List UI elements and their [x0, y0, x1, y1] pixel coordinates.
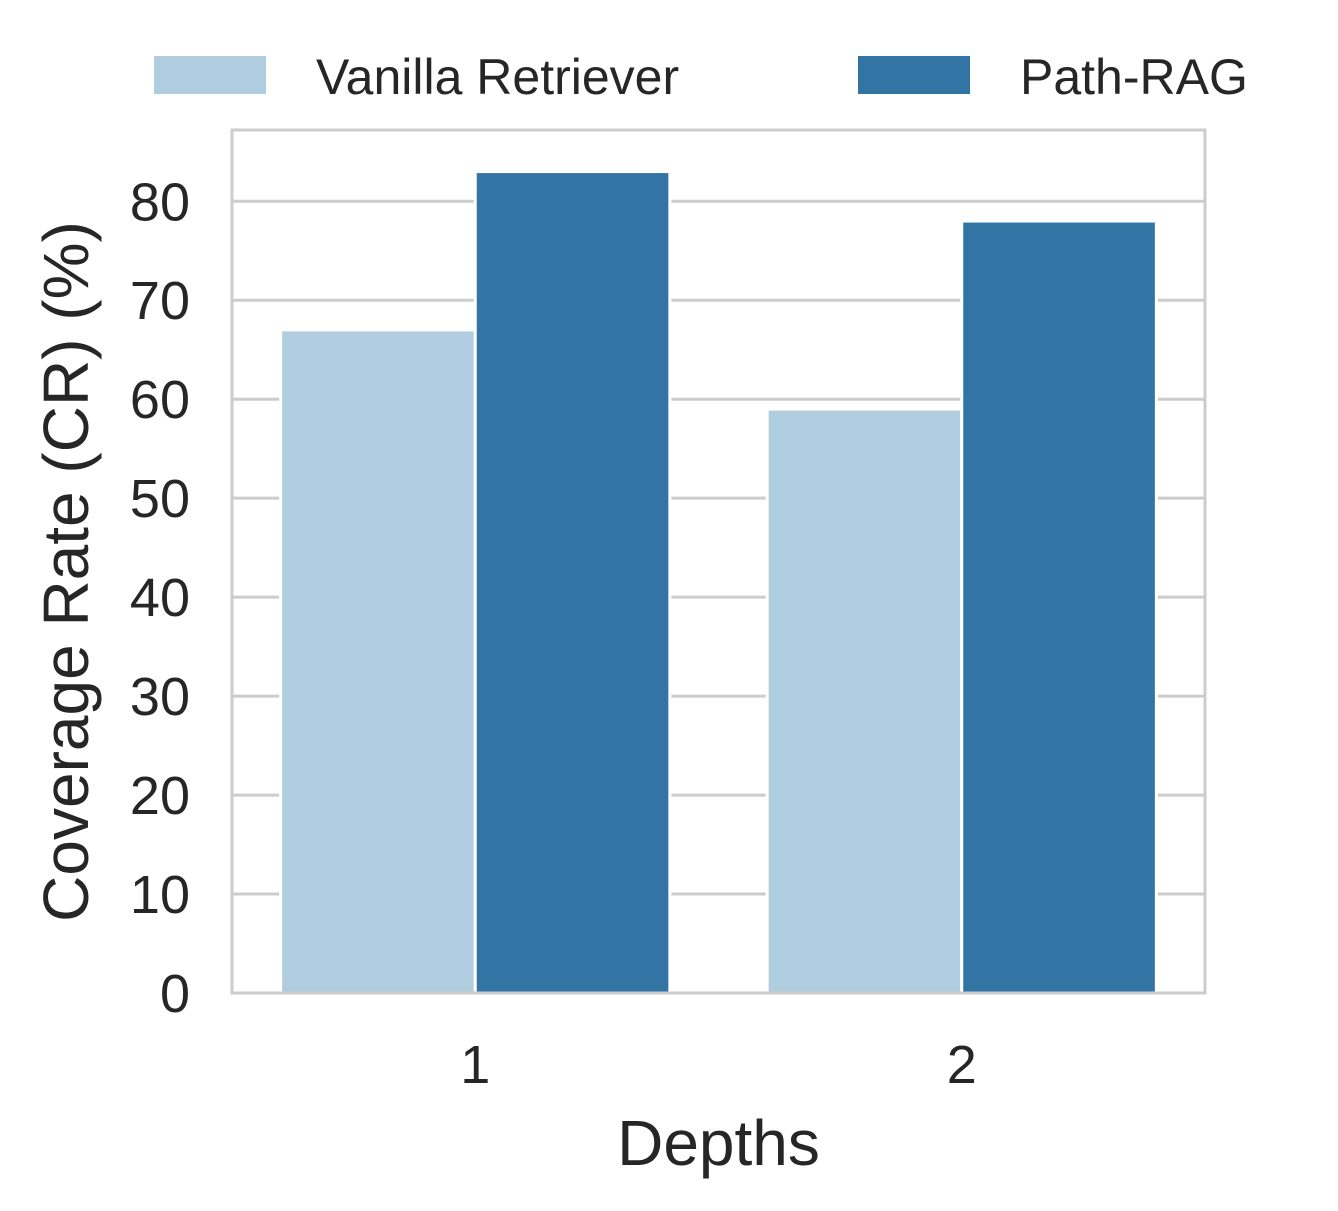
plot-frame: [230, 128, 1207, 995]
y-tick-label: 0: [160, 964, 190, 1024]
y-tick-label: 30: [130, 667, 190, 727]
y-tick-label: 40: [130, 568, 190, 628]
y-tick-label: 80: [130, 172, 190, 232]
legend-swatch: [858, 56, 970, 94]
bar-path-rag-2: [960, 219, 1158, 995]
bar-vanilla-retriever-1: [279, 328, 477, 995]
legend: Vanilla Retriever Path-RAG: [154, 49, 1248, 105]
legend-label: Vanilla Retriever: [316, 49, 679, 105]
legend-label: Path-RAG: [1020, 49, 1248, 105]
x-tick-label: 1: [460, 1035, 490, 1095]
y-tick-label: 50: [130, 469, 190, 529]
y-tick-label: 60: [130, 370, 190, 430]
bar-path-rag-1: [473, 170, 672, 995]
y-tick-label: 70: [130, 271, 190, 331]
y-tick-label: 10: [130, 865, 190, 925]
x-tick-label: 2: [947, 1035, 977, 1095]
y-tick-label: 20: [130, 766, 190, 826]
bars: [279, 170, 1158, 995]
x-axis-title: Depths: [617, 1107, 820, 1179]
legend-swatch: [154, 56, 266, 94]
y-axis-title: Coverage Rate (CR) (%): [30, 221, 102, 922]
bar-vanilla-retriever-2: [765, 407, 964, 995]
y-axis-ticks: 0 10 20 30 40 50 60 70 80: [130, 172, 190, 1024]
